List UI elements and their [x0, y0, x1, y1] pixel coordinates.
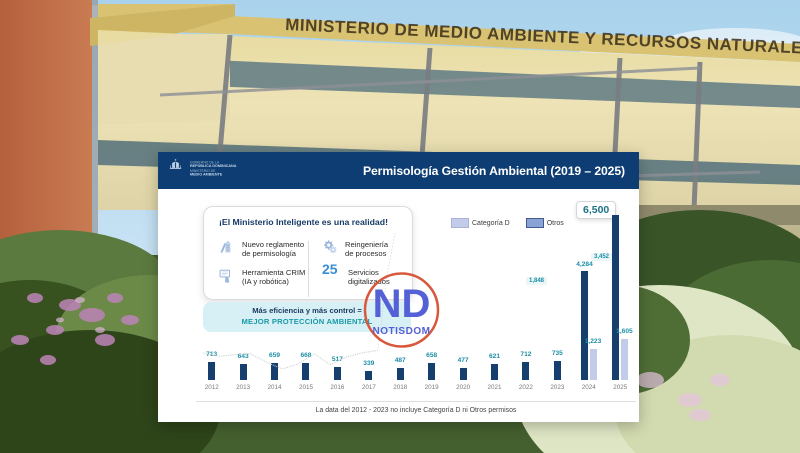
svg-text:ND: ND — [373, 282, 431, 326]
svg-text:NOTISDOM: NOTISDOM — [373, 326, 431, 337]
